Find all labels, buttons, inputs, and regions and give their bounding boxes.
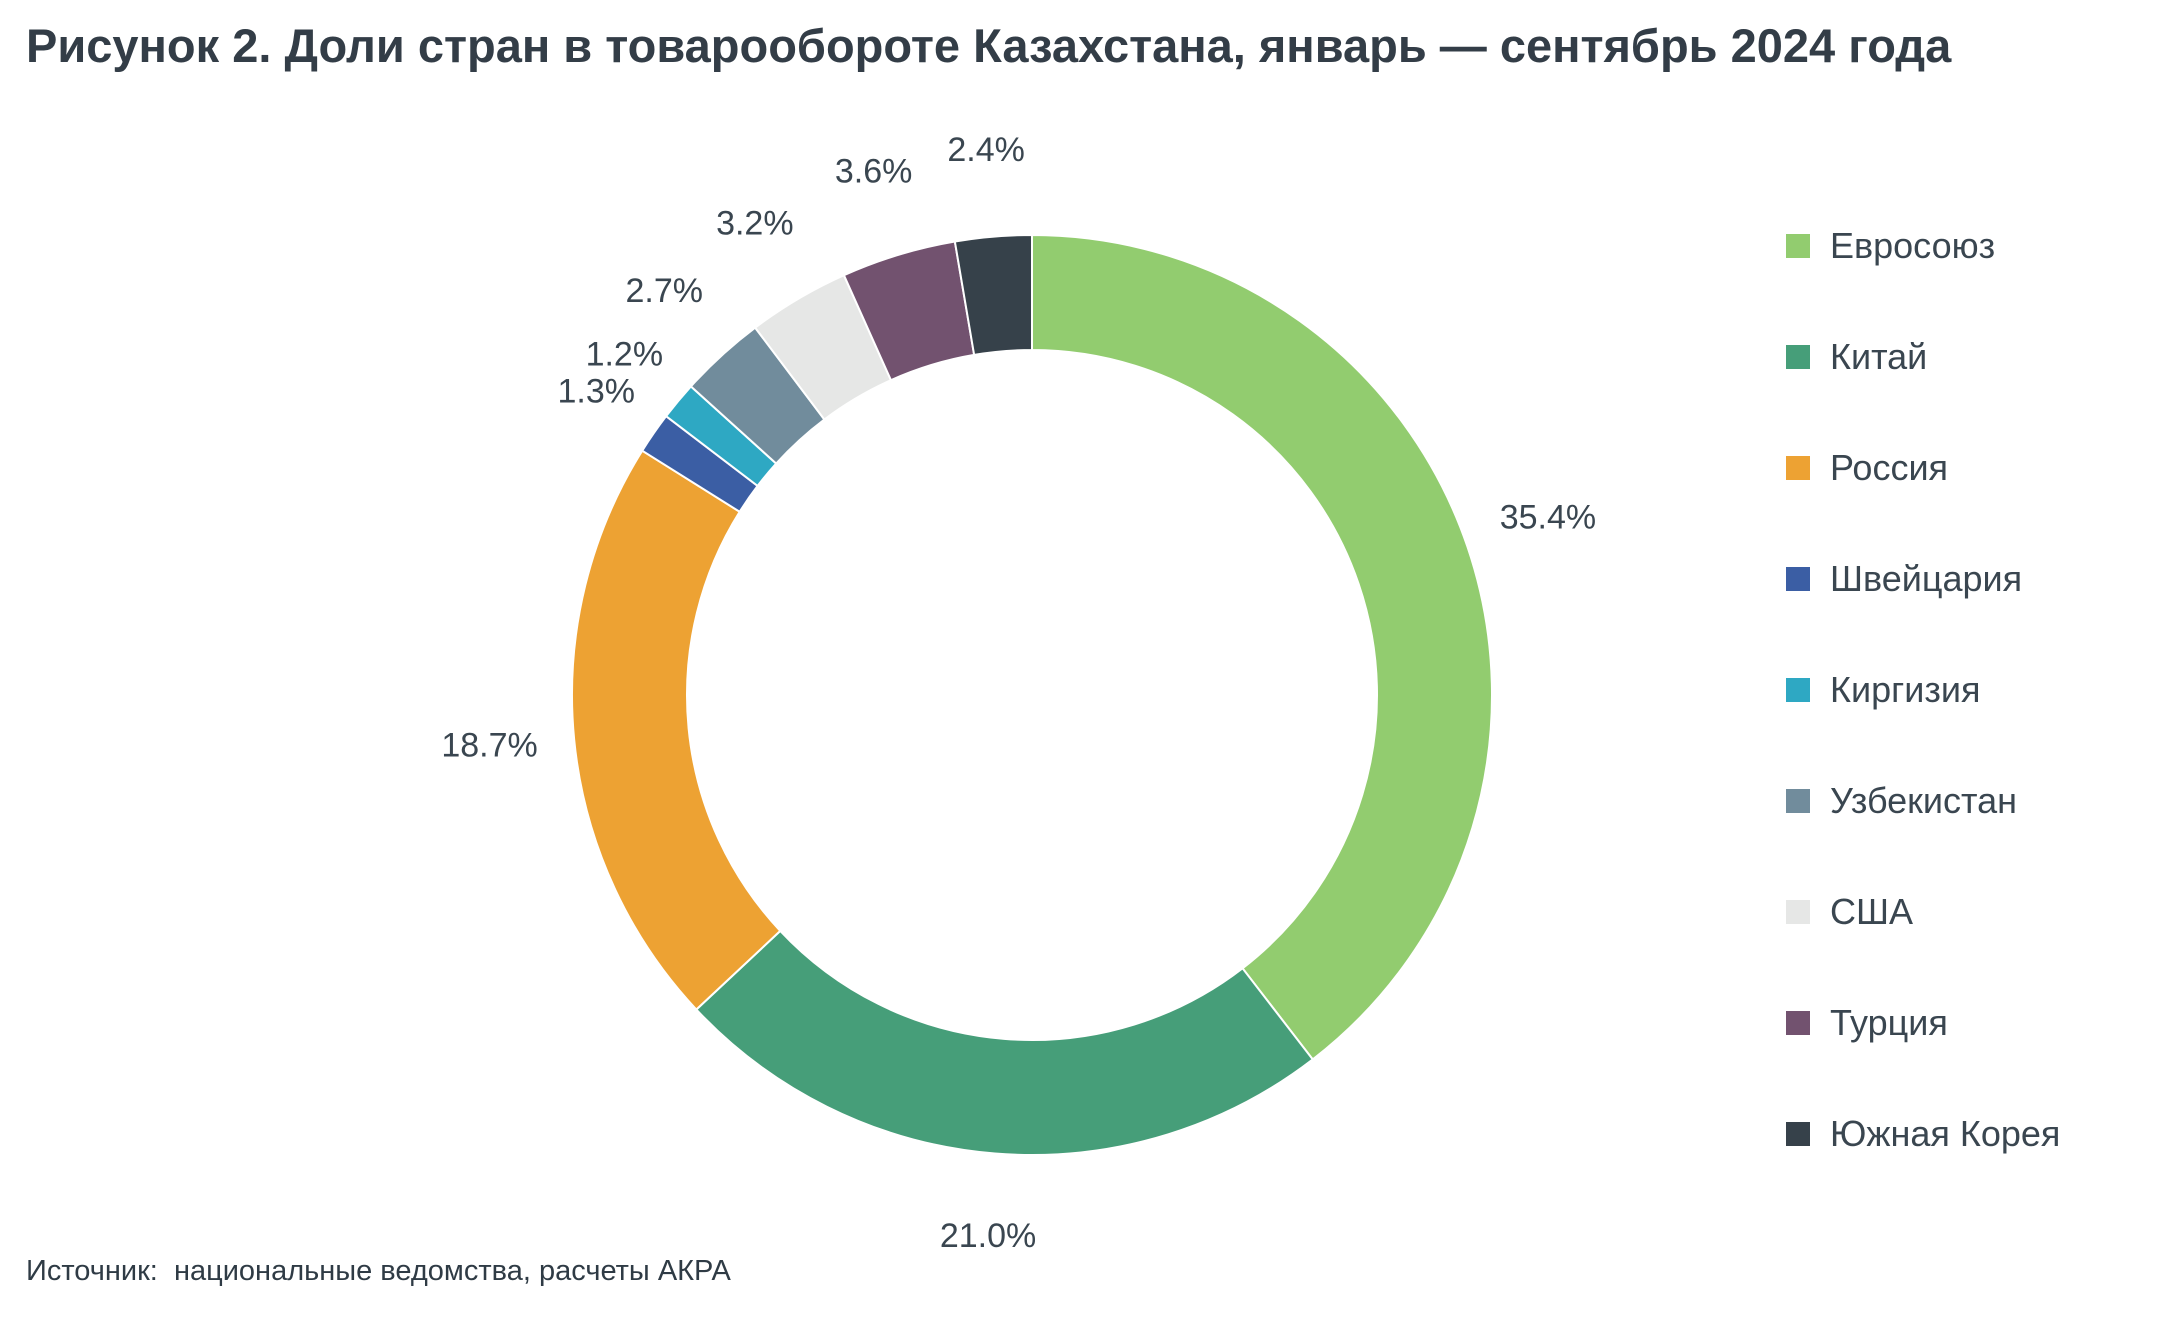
- legend-swatch: [1786, 455, 1810, 480]
- legend-item: Турция: [1786, 967, 2060, 1078]
- data-label-3: 18.7%: [441, 727, 537, 765]
- legend-item: Китай: [1786, 301, 2060, 412]
- legend-label: Россия: [1830, 446, 1949, 488]
- legend-item: Южная Корея: [1786, 1078, 2060, 1189]
- legend-item: Россия: [1786, 412, 2060, 523]
- legend-label: Китай: [1830, 335, 1928, 377]
- legend-label: Турция: [1830, 1001, 1948, 1043]
- data-label-5: 1.2%: [586, 335, 664, 373]
- data-label-1: 35.4%: [1500, 498, 1596, 536]
- legend-swatch: [1786, 1010, 1810, 1035]
- legend-label: Киргизия: [1830, 668, 1981, 710]
- legend-item: Евросоюз: [1786, 190, 2060, 301]
- data-label-2: 21.0%: [940, 1217, 1036, 1255]
- data-label-8: 3.6%: [835, 153, 913, 191]
- donut-slice-3: [571, 449, 782, 1011]
- legend-item: Узбекистан: [1786, 745, 2060, 856]
- donut-slice-2: [694, 929, 1315, 1156]
- legend-swatch: [1786, 788, 1810, 813]
- data-label-7: 3.2%: [716, 205, 794, 243]
- legend-swatch: [1786, 566, 1810, 591]
- legend-swatch: [1786, 1121, 1810, 1146]
- legend-item: США: [1786, 856, 2060, 967]
- data-label-9: 2.4%: [947, 131, 1025, 169]
- legend-label: Узбекистан: [1830, 779, 2018, 821]
- chart-title: Рисунок 2. Доли стран в товарообороте Ка…: [26, 19, 1952, 72]
- donut-slices: [571, 233, 1493, 1156]
- legend-swatch: [1786, 233, 1810, 258]
- legend-swatch: [1786, 899, 1810, 924]
- legend-label: США: [1830, 890, 1914, 932]
- legend-label: Южная Корея: [1830, 1112, 2061, 1154]
- legend-swatch: [1786, 677, 1810, 702]
- legend-swatch: [1786, 344, 1810, 369]
- source-note: Источник: национальные ведомства, расчет…: [26, 1255, 731, 1287]
- legend-item: Киргизия: [1786, 634, 2060, 745]
- legend-label: Евросоюз: [1830, 224, 1996, 266]
- donut-slice-9: [953, 233, 1033, 357]
- donut-labels: 35.4% 21.0% 18.7% 1.3%1.2% 2.7% 3.2% 3.6% 2.4%: [441, 131, 1596, 1255]
- donut-slice-1: [1031, 233, 1493, 1061]
- data-label-4: 1.3%: [557, 372, 635, 410]
- legend-label: Швейцария: [1830, 557, 2023, 599]
- legend-item: Швейцария: [1786, 523, 2060, 634]
- chart-legend: Евросоюз Китай Россия Швейцария Киргизия Узбе…: [1786, 190, 2060, 1189]
- data-label-6: 2.7%: [626, 272, 704, 310]
